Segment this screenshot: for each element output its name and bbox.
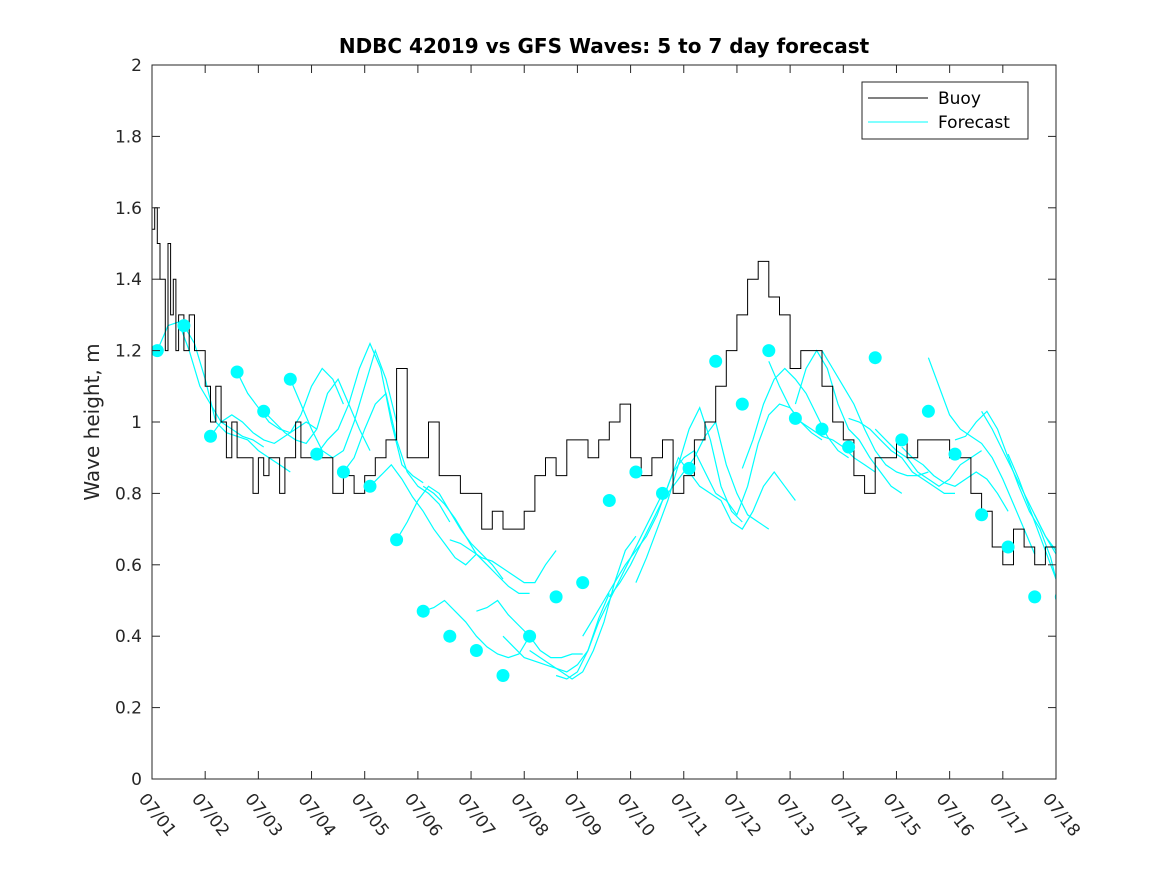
y-tick-label: 0.6 xyxy=(115,556,142,576)
forecast-line xyxy=(449,539,557,584)
forecast-marker xyxy=(815,422,829,436)
legend-buoy-label: Buoy xyxy=(938,89,981,109)
forecast-line xyxy=(263,378,371,451)
x-tick-label: 07/05 xyxy=(347,790,393,841)
forecast-line xyxy=(901,446,1009,512)
legend-box xyxy=(861,81,1029,140)
y-tick-label: 1 xyxy=(131,413,142,433)
y-tick-label: 0.2 xyxy=(115,699,142,719)
forecast-line xyxy=(529,535,637,680)
forecast-marker xyxy=(1054,593,1056,601)
x-tick-label: 07/17 xyxy=(985,790,1031,841)
x-tick-label: 07/10 xyxy=(613,790,659,841)
forecast-line xyxy=(688,470,796,530)
x-tick-label: 07/08 xyxy=(506,790,552,841)
forecast-line xyxy=(954,410,1056,580)
forecast-marker xyxy=(469,644,483,657)
forecast-marker xyxy=(868,351,882,365)
forecast-marker xyxy=(895,433,909,447)
series-layer xyxy=(152,207,1109,682)
forecast-line xyxy=(821,350,929,477)
forecast-marker xyxy=(496,669,510,682)
x-tick-label: 07/11 xyxy=(666,790,712,841)
forecast-line xyxy=(927,357,1036,555)
x-tick-label: 07/18 xyxy=(1038,790,1084,841)
forecast-marker xyxy=(390,533,404,547)
forecast-line xyxy=(794,349,903,494)
x-tick-label: 07/15 xyxy=(879,790,925,841)
x-tick-label: 07/12 xyxy=(719,790,765,841)
forecast-marker xyxy=(602,494,616,507)
y-tick-label: 0 xyxy=(131,770,142,790)
x-tick-label: 07/04 xyxy=(294,790,340,841)
forecast-marker xyxy=(257,404,271,418)
y-axis: 0 0.2 0.4 0.6 0.8 1 1.2 1.4 1.6 1.8 2 xyxy=(115,56,1056,790)
x-tick-label: 07/09 xyxy=(559,790,605,841)
legend-forecast-label: Forecast xyxy=(938,113,1010,133)
forecast-line xyxy=(874,428,982,488)
forecast-marker xyxy=(762,344,776,358)
forecast-marker xyxy=(336,465,350,479)
forecast-marker xyxy=(682,461,696,475)
forecast-marker xyxy=(416,604,430,618)
plot-area xyxy=(152,65,1056,779)
forecast-line xyxy=(715,403,823,517)
y-tick-label: 2 xyxy=(131,56,142,76)
y-tick-label: 0.8 xyxy=(115,484,142,504)
forecast-line xyxy=(210,414,318,445)
forecast-marker xyxy=(1028,590,1042,604)
forecast-line xyxy=(289,348,398,459)
forecast-marker xyxy=(656,486,669,500)
forecast-marker xyxy=(523,629,537,643)
x-tick-label: 07/02 xyxy=(187,790,233,841)
y-tick-label: 1.2 xyxy=(115,342,142,362)
x-tick-label: 07/01 xyxy=(134,790,180,841)
legend: Buoy Forecast xyxy=(861,81,1029,140)
forecast-line xyxy=(848,417,955,494)
forecast-line xyxy=(555,493,664,680)
forecast-marker xyxy=(230,365,244,379)
x-tick-label: 07/14 xyxy=(825,790,871,841)
forecast-marker xyxy=(709,354,723,368)
forecast-line xyxy=(1007,453,1056,580)
x-tick-label: 07/16 xyxy=(932,790,978,841)
forecast-marker xyxy=(788,411,802,425)
forecast-marker xyxy=(283,372,297,386)
y-tick-label: 1.6 xyxy=(115,199,142,219)
y-tick-label: 0.4 xyxy=(115,627,142,647)
forecast-marker xyxy=(576,576,590,590)
forecast-line xyxy=(236,367,344,434)
forecast-marker xyxy=(363,479,377,493)
forecast-marker xyxy=(948,447,962,461)
forecast-marker xyxy=(842,440,856,454)
forecast-marker xyxy=(735,397,749,411)
forecast-marker xyxy=(443,629,457,643)
x-tick-label: 07/06 xyxy=(400,790,446,841)
forecast-marker xyxy=(310,447,324,461)
forecast-marker xyxy=(177,319,191,333)
x-tick-label: 07/07 xyxy=(453,790,499,841)
forecast-line xyxy=(635,406,743,583)
forecast-marker xyxy=(629,465,643,479)
forecast-line xyxy=(369,463,477,566)
x-tick-label: 07/13 xyxy=(772,790,818,841)
forecast-marker xyxy=(975,508,989,522)
y-axis-label: Wave height, m xyxy=(80,343,104,500)
forecast-line xyxy=(1034,514,1056,555)
forecast-marker xyxy=(549,590,563,604)
forecast-line xyxy=(423,599,531,659)
forecast-line xyxy=(1061,547,1109,618)
forecast-marker xyxy=(1001,540,1015,554)
y-tick-label: 1.8 xyxy=(115,127,142,147)
y-tick-label: 1.4 xyxy=(115,270,142,290)
chart-title: NDBC 42019 vs GFS Waves: 5 to 7 day fore… xyxy=(339,34,870,58)
forecast-marker xyxy=(921,404,935,418)
forecast-line xyxy=(741,367,849,469)
x-tick-label: 07/03 xyxy=(240,790,286,841)
buoy-line xyxy=(152,207,1056,566)
forecast-line xyxy=(768,361,876,473)
forecast-marker xyxy=(204,429,217,443)
